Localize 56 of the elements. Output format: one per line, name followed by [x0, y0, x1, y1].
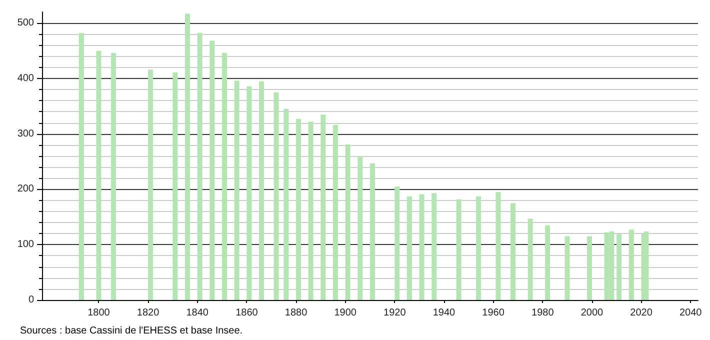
- y-tick-label: 100: [17, 239, 34, 250]
- x-tick-label: 2000: [580, 308, 604, 318]
- bar: [172, 72, 178, 300]
- bar: [246, 86, 252, 300]
- y-tick-label: 300: [17, 128, 34, 140]
- bar: [210, 40, 215, 300]
- bar: [111, 52, 116, 300]
- bar: [406, 196, 412, 300]
- bar: [185, 14, 190, 300]
- x-tick-label: 2020: [630, 308, 653, 318]
- bar: [274, 92, 279, 300]
- x-tick-label: 1900: [334, 308, 357, 318]
- y-tick-label: 0: [28, 294, 34, 306]
- bar: [320, 114, 326, 300]
- bar: [496, 192, 501, 300]
- y-tick-label: 400: [17, 72, 34, 84]
- bar: [564, 236, 570, 300]
- bar: [432, 193, 437, 300]
- bar: [419, 194, 424, 300]
- bar: [222, 52, 227, 300]
- bar: [476, 196, 482, 300]
- bar: [394, 186, 400, 300]
- bar: [586, 236, 592, 300]
- bar: [616, 234, 622, 300]
- bar: [308, 122, 314, 300]
- x-tick-label: 1980: [532, 308, 554, 318]
- bar: [332, 124, 338, 300]
- bar: [148, 70, 154, 300]
- source-note: Sources : base Cassini de l'EHESS et base Insee.: [20, 326, 243, 336]
- bar: [258, 81, 264, 300]
- bar: [528, 218, 533, 300]
- bar: [345, 144, 350, 300]
- x-tick-label: 1820: [136, 308, 160, 318]
- bar: [545, 225, 550, 300]
- bar: [296, 118, 301, 300]
- x-tick-label: 1960: [482, 308, 505, 318]
- bar: [284, 108, 289, 300]
- bar: [234, 80, 240, 300]
- x-tick-label: 1840: [186, 308, 209, 318]
- x-tick-label: 1880: [284, 308, 308, 318]
- x-tick-label: 1940: [432, 308, 456, 318]
- y-tick-label: 500: [17, 18, 34, 29]
- y-tick-label: 200: [17, 184, 34, 195]
- bar: [197, 33, 202, 300]
- bar: [370, 163, 375, 300]
- x-tick-label: 1920: [384, 308, 406, 318]
- x-tick-label: 1800: [88, 308, 110, 318]
- bar: [78, 33, 84, 300]
- x-tick-label: 1860: [236, 308, 258, 318]
- bar: [628, 230, 634, 300]
- bar: [510, 203, 516, 300]
- bar: [456, 199, 462, 300]
- x-tick-label: 2040: [679, 308, 702, 318]
- bar: [358, 157, 363, 300]
- bar: [644, 231, 649, 300]
- bar: [96, 50, 102, 300]
